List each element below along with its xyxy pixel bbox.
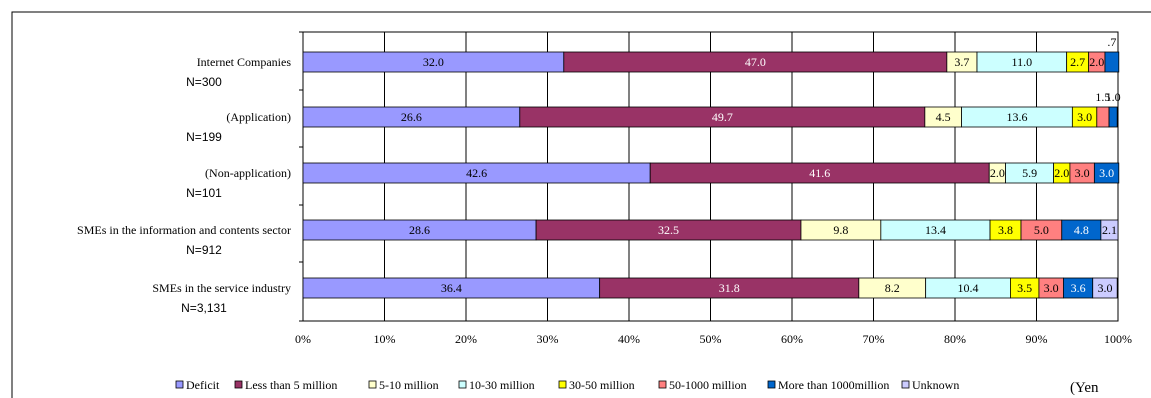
legend-swatch <box>234 380 243 389</box>
legend-swatch <box>175 380 184 389</box>
x-tick-label: 70% <box>863 332 885 346</box>
data-label: 13.4 <box>925 223 946 237</box>
x-tick-label: 20% <box>455 332 477 346</box>
data-label: 42.6 <box>466 166 487 180</box>
legend-label: Deficit <box>186 378 220 392</box>
data-label: 5.0 <box>1034 223 1049 237</box>
x-tick-label: 0% <box>295 332 311 346</box>
data-label: 8.2 <box>885 281 900 295</box>
data-label: 3.0 <box>1075 166 1090 180</box>
data-label: 26.6 <box>401 110 422 124</box>
category-n-label: N=199 <box>186 130 222 144</box>
data-label: 3.0 <box>1044 281 1059 295</box>
bar-segment <box>1092 277 1118 299</box>
data-label: 47.0 <box>745 55 766 69</box>
data-label: 2.0 <box>990 166 1005 180</box>
legend-label: Less than 5 million <box>245 378 337 392</box>
data-label: 3.0 <box>1097 281 1112 295</box>
plot-area: 0% 10% 20% 30% 40% 50% 60% 70% 80% 90% 100% Interne… <box>77 31 1132 346</box>
bar-segment <box>1096 106 1110 128</box>
data-label: 3.0 <box>1099 166 1114 180</box>
data-label: .7 <box>1107 35 1116 49</box>
data-label: 9.8 <box>833 223 848 237</box>
data-label: 2.7 <box>1070 55 1085 69</box>
category-n-label: N=300 <box>186 75 222 89</box>
legend-label: 10-30 million <box>469 378 535 392</box>
x-tick-label: 60% <box>781 332 803 346</box>
data-label: 1.0 <box>1106 90 1121 104</box>
x-tick-label: 100% <box>1104 332 1132 346</box>
x-tick-label: 10% <box>374 332 396 346</box>
data-label: 28.6 <box>409 223 430 237</box>
data-label: 41.6 <box>809 166 830 180</box>
x-tick-label: 30% <box>537 332 559 346</box>
legend-label: 50-1000 million <box>669 378 747 392</box>
legend-swatch <box>558 380 567 389</box>
data-label: 5.9 <box>1022 166 1037 180</box>
data-label: 32.5 <box>658 223 679 237</box>
legend-swatch <box>458 380 467 389</box>
legend-label: 30-50 million <box>569 378 635 392</box>
data-label: 11.0 <box>1012 55 1033 69</box>
x-tick-label: 50% <box>700 332 722 346</box>
data-label: 10.4 <box>958 281 979 295</box>
data-label: 32.0 <box>423 55 444 69</box>
data-label: 4.5 <box>936 110 951 124</box>
x-tick-label: 90% <box>1026 332 1048 346</box>
legend-swatch <box>901 380 910 389</box>
bar-segment <box>1108 106 1118 128</box>
data-label: 4.8 <box>1074 223 1089 237</box>
category-label: SMEs in the service industry <box>152 281 291 295</box>
data-label: 3.6 <box>1071 281 1086 295</box>
data-label: 2.0 <box>1054 166 1069 180</box>
bar-segment <box>1104 51 1120 73</box>
legend-swatch <box>368 380 377 389</box>
x-tick-label: 40% <box>618 332 640 346</box>
x-tick-label: 80% <box>944 332 966 346</box>
data-label: 13.6 <box>1006 110 1027 124</box>
category-label: Internet Companies <box>197 55 292 69</box>
bar-segment <box>1100 219 1119 241</box>
legend-label: Unknown <box>912 378 959 392</box>
legend: Deficit Less than 5 million 5-10 million 10… <box>175 378 959 392</box>
unit-note: (Yen <box>1070 380 1099 396</box>
data-label: 49.7 <box>712 110 733 124</box>
category-label: (Non-application) <box>205 166 291 180</box>
data-label: 2.0 <box>1089 55 1104 69</box>
category-label: SMEs in the information and contents sec… <box>77 223 291 237</box>
data-label: 31.8 <box>719 281 740 295</box>
legend-label: 5-10 million <box>379 378 439 392</box>
data-label: 2.1 <box>1102 223 1117 237</box>
legend-swatch <box>658 380 667 389</box>
data-label: 3.7 <box>954 55 969 69</box>
data-label: 3.8 <box>998 223 1013 237</box>
legend-swatch <box>767 380 776 389</box>
data-label: 36.4 <box>441 281 462 295</box>
bar-segment <box>1093 162 1120 184</box>
legend-label: More than 1000million <box>778 378 889 392</box>
data-label: 3.5 <box>1017 281 1032 295</box>
data-label: 1.5 <box>1095 90 1110 104</box>
data-label: 3.0 <box>1077 110 1092 124</box>
category-n-label: N=912 <box>186 243 222 257</box>
category-label: (Application) <box>226 110 291 124</box>
category-n-label: N=101 <box>186 186 222 200</box>
category-n-label: N=3,131 <box>181 301 227 315</box>
